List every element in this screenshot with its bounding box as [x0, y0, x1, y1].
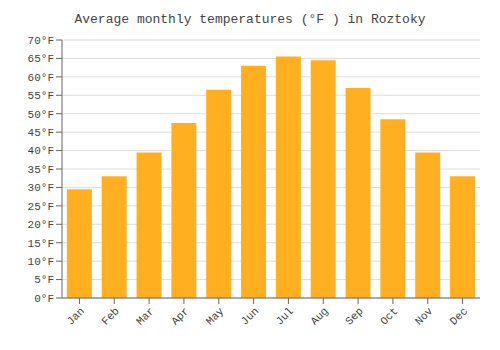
svg-text:55°F: 55°F — [28, 90, 54, 102]
svg-text:5°F: 5°F — [34, 274, 54, 286]
svg-text:25°F: 25°F — [28, 201, 54, 213]
svg-text:Jun: Jun — [239, 305, 261, 327]
svg-text:30°F: 30°F — [28, 182, 54, 194]
svg-text:Nov: Nov — [413, 305, 436, 328]
svg-text:Feb: Feb — [99, 305, 121, 327]
svg-text:60°F: 60°F — [28, 72, 54, 84]
svg-text:Apr: Apr — [169, 305, 191, 327]
svg-text:35°F: 35°F — [28, 164, 54, 176]
svg-text:Mar: Mar — [134, 305, 156, 327]
svg-text:Sep: Sep — [343, 305, 365, 327]
svg-text:Jan: Jan — [65, 305, 87, 327]
svg-text:40°F: 40°F — [28, 145, 54, 157]
svg-text:20°F: 20°F — [28, 219, 54, 231]
svg-text:15°F: 15°F — [28, 238, 54, 250]
svg-text:50°F: 50°F — [28, 109, 54, 121]
svg-text:45°F: 45°F — [28, 127, 54, 139]
svg-text:Dec: Dec — [448, 305, 470, 327]
svg-text:May: May — [204, 305, 227, 328]
svg-text:10°F: 10°F — [28, 256, 54, 268]
svg-text:Aug: Aug — [308, 305, 330, 327]
svg-text:70°F: 70°F — [28, 35, 54, 47]
svg-text:Jul: Jul — [274, 305, 296, 327]
svg-text:65°F: 65°F — [28, 53, 54, 65]
html-text:Average monthly temperatures (: Average monthly temperatures (°F ) in Ro… — [74, 12, 426, 27]
svg-text:0°F: 0°F — [34, 293, 54, 305]
svg-text:Oct: Oct — [378, 305, 400, 327]
